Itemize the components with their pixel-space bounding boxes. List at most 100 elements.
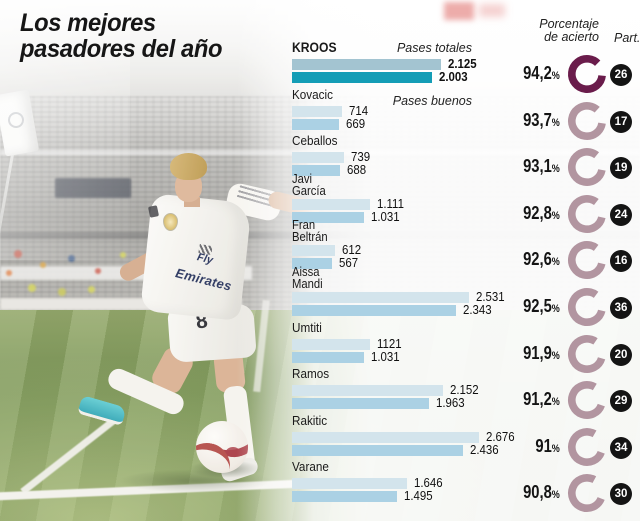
appearances-badge: 19 bbox=[610, 157, 632, 180]
faded-red-logo bbox=[444, 2, 474, 20]
accuracy-donut-chart bbox=[567, 427, 607, 467]
player-name: Rakitic bbox=[292, 412, 328, 428]
total-passes-legend: Pases totales bbox=[396, 41, 472, 55]
accuracy-donut-chart bbox=[567, 334, 607, 374]
player-row: Javi García 1.111 1.031 92,8% 24 bbox=[288, 173, 640, 233]
player-row: Aissa Mandi 2.531 2.343 92,5% 36 bbox=[288, 266, 640, 326]
accuracy-percentage: 90,8% bbox=[523, 482, 560, 503]
accuracy-percentage: 92,5% bbox=[523, 295, 560, 316]
good-passes-bar bbox=[292, 444, 463, 456]
total-passes-value: 1.111 bbox=[377, 195, 404, 211]
appearances-column-header: Part. bbox=[614, 31, 640, 45]
accuracy-percentage: 92,8% bbox=[523, 202, 560, 223]
good-passes-value: 1.495 bbox=[404, 488, 433, 504]
good-passes-bar bbox=[292, 491, 397, 503]
player-rows: KROOS 2.125 2.003 94,2% 26 Kovacic 714 6… bbox=[288, 40, 640, 513]
accuracy-donut-chart bbox=[567, 101, 607, 141]
total-passes-value: 612 bbox=[342, 242, 362, 258]
accuracy-percentage: 91,9% bbox=[523, 342, 560, 363]
appearances-badge: 16 bbox=[610, 250, 632, 273]
accuracy-percentage: 91,2% bbox=[523, 389, 560, 410]
total-passes-value: 1.646 bbox=[414, 475, 443, 491]
total-passes-bar bbox=[292, 385, 443, 397]
accuracy-percentage: 92,6% bbox=[523, 249, 560, 270]
total-passes-bar bbox=[292, 152, 344, 164]
total-passes-value: 2.531 bbox=[476, 288, 505, 304]
title-line-2: pasadores del año bbox=[20, 35, 223, 63]
appearances-badge: 17 bbox=[610, 110, 632, 133]
good-passes-value: 1.031 bbox=[371, 348, 400, 364]
total-passes-value: 2.676 bbox=[486, 428, 515, 444]
appearances-badge: 20 bbox=[610, 343, 632, 366]
player-name: Aissa Mandi bbox=[292, 264, 323, 291]
good-passes-bar bbox=[292, 165, 340, 177]
good-passes-bar bbox=[292, 211, 364, 223]
page-title: Los mejores pasadores del año bbox=[20, 10, 222, 62]
good-passes-value: 669 bbox=[346, 115, 366, 131]
good-passes-value: 2.003 bbox=[439, 69, 468, 84]
good-passes-value: 1.031 bbox=[371, 208, 400, 224]
good-passes-value: 688 bbox=[347, 162, 367, 178]
appearances-badge: 26 bbox=[610, 64, 632, 86]
total-passes-bar bbox=[292, 245, 335, 257]
accuracy-percentage: 91% bbox=[535, 435, 560, 456]
total-passes-value: 2.125 bbox=[448, 56, 477, 71]
player-row: Kovacic 714 669 93,7% 17 bbox=[288, 87, 640, 140]
good-passes-bar bbox=[292, 398, 429, 410]
good-passes-value: 2.436 bbox=[470, 441, 499, 457]
player-row: Umtiti 1121 1.031 91,9% 20 bbox=[288, 319, 640, 373]
accuracy-percentage: 93,7% bbox=[523, 109, 560, 130]
accuracy-donut-chart bbox=[567, 194, 607, 234]
accuracy-donut-chart bbox=[567, 380, 607, 420]
player-name: Fran Beltrán bbox=[292, 218, 328, 245]
good-passes-bar bbox=[292, 72, 432, 83]
player-row: Ramos 2.152 1.963 91,2% 29 bbox=[288, 366, 640, 420]
player-row: Varane 1.646 1.495 90,8% 30 bbox=[288, 459, 640, 513]
accuracy-percentage: 93,1% bbox=[523, 156, 560, 177]
total-passes-bar bbox=[292, 478, 407, 490]
accuracy-percentage: 94,2% bbox=[523, 63, 560, 83]
total-passes-value: 2.152 bbox=[450, 382, 479, 398]
player-name: Umtiti bbox=[292, 319, 322, 335]
total-passes-bar bbox=[292, 291, 469, 303]
appearances-badge: 30 bbox=[610, 483, 632, 506]
player-name: Varane bbox=[292, 459, 329, 475]
player-name: Javi García bbox=[292, 171, 326, 198]
faded-red-logo bbox=[479, 4, 505, 17]
appearances-badge: 34 bbox=[610, 436, 632, 459]
player-row: KROOS 2.125 2.003 94,2% 26 bbox=[288, 40, 640, 93]
total-passes-value: 714 bbox=[349, 102, 369, 118]
title-line-1: Los mejores bbox=[20, 9, 156, 37]
appearances-badge: 24 bbox=[610, 203, 632, 226]
appearances-badge: 36 bbox=[610, 296, 632, 319]
total-passes-bar bbox=[292, 198, 370, 210]
accuracy-donut-chart bbox=[567, 473, 607, 513]
total-passes-value: 739 bbox=[351, 149, 371, 165]
good-passes-bar bbox=[292, 304, 456, 316]
total-passes-bar bbox=[292, 431, 479, 443]
accuracy-column-header: Porcentaje de acierto bbox=[539, 17, 599, 44]
player-row: Rakitic 2.676 2.436 91% 34 bbox=[288, 412, 640, 466]
player-name: KROOS bbox=[292, 40, 337, 55]
total-passes-bar bbox=[292, 59, 441, 70]
appearances-badge: 29 bbox=[610, 390, 632, 413]
total-passes-value: 1121 bbox=[377, 335, 402, 351]
accuracy-donut-chart bbox=[567, 240, 607, 280]
player-name: Ramos bbox=[292, 366, 330, 382]
accuracy-donut-chart bbox=[567, 287, 607, 327]
accuracy-donut-chart bbox=[567, 147, 607, 187]
player-row: Ceballos 739 688 93,1% 19 bbox=[288, 133, 640, 187]
accuracy-donut-chart bbox=[567, 54, 607, 94]
total-passes-bar bbox=[292, 105, 342, 117]
good-passes-value: 1.963 bbox=[436, 395, 465, 411]
player-name: Ceballos bbox=[292, 133, 338, 149]
good-passes-value: 2.343 bbox=[463, 301, 492, 317]
total-passes-bar bbox=[292, 338, 370, 350]
good-passes-bar bbox=[292, 258, 332, 270]
passing-chart: Porcentaje de acierto Part. Pases totale… bbox=[288, 0, 640, 521]
good-passes-bar bbox=[292, 351, 364, 363]
player-row: Fran Beltrán 612 567 92,6% 16 bbox=[288, 219, 640, 280]
good-passes-value: 567 bbox=[339, 255, 359, 271]
good-passes-legend: Pases buenos bbox=[392, 94, 472, 108]
